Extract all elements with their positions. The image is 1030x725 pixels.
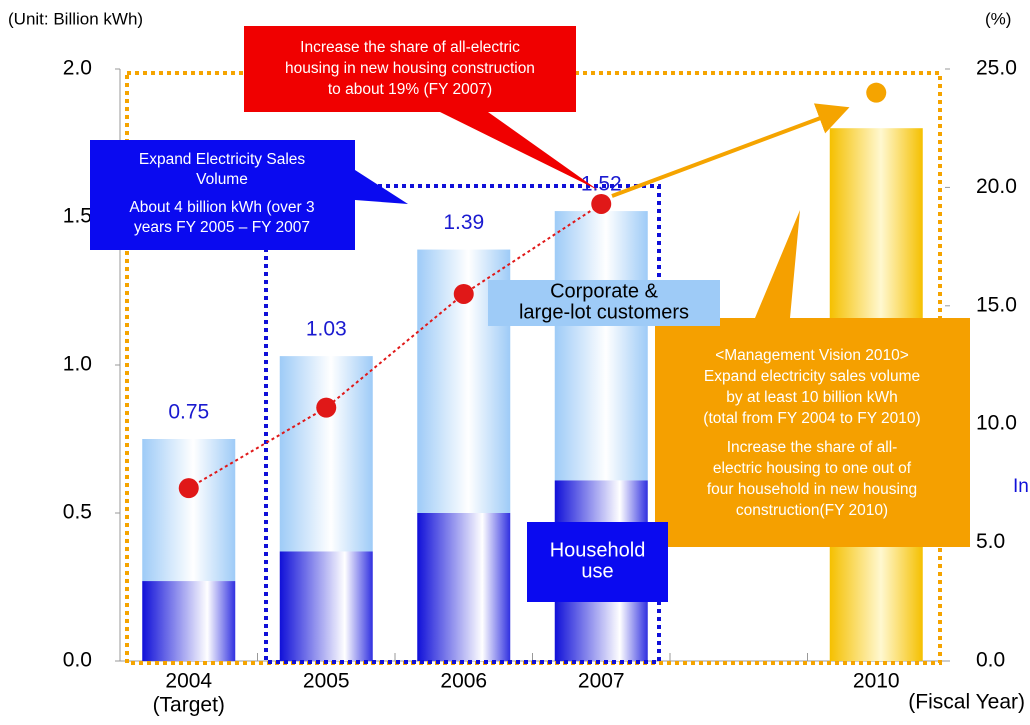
x-axis-label: (Fiscal Year) [908,691,1025,714]
orange-callout-text-line: Expand electricity sales volume [704,368,920,385]
x-tick-label: 2005 [303,670,350,693]
orange-callout-text-line: construction(FY 2010) [736,502,888,519]
total-label: 1.03 [306,318,347,341]
y-tick-label: 2.0 [63,57,92,80]
y2-tick-label: 20.0 [976,175,1017,198]
red-callout-text-line: housing in new housing construction [285,60,535,77]
percent-line [188,203,602,489]
y-tick-label: 1.5 [63,205,92,228]
bar-corporate [554,211,648,481]
orange-callout-text-line: <Management Vision 2010> [715,347,909,364]
y2-tick-label: 5.0 [976,530,1005,553]
cut-off-text: In [1013,476,1029,497]
bar-household [417,513,511,661]
period-frame [264,184,661,664]
orange-callout-text-line: electric housing to one out of [713,460,912,477]
orange-callout [655,210,970,547]
bar-corporate [142,439,236,582]
series-label: Corporate & large-lot customers [519,281,689,324]
x-tick-label: 2010 [853,670,900,693]
red-callout [244,26,598,190]
series-label-box [527,522,668,602]
blue-callout-text-line: Expand Electricity Sales [139,151,306,168]
bar-household [142,581,236,661]
red-callout-text-line: Increase the share of all-electric [300,39,520,56]
orange-callout-text-line: four household in new housing [707,481,917,498]
x-tick-label: 2006 [440,670,487,693]
x-tick-label: 2004 [165,670,212,693]
bar-household [279,551,373,661]
blue-callout-text-line: Volume [196,171,248,188]
forecast-arrow [611,103,850,198]
y-tick-label: 1.0 [63,353,92,376]
percent-point [316,397,337,418]
total-label: 0.75 [168,401,209,424]
orange-callout-text-line: by at least 10 billion kWh [726,389,897,406]
percent-point [178,478,199,499]
series-label-box [488,280,720,326]
y2-tick-label: 0.0 [976,649,1005,672]
y-tick-label: 0.5 [63,501,92,524]
total-label: 1.39 [443,211,484,234]
red-callout-text: Increase the share of all-electric housin… [285,39,535,98]
orange-callout-text-line: Increase the share of all- [727,439,898,456]
orange-callout-text: <Management Vision 2010> Expand electrici… [703,347,920,519]
y-unit-label: (Unit: Billion kWh) [8,9,143,28]
y-tick-label: 0.0 [63,649,92,672]
percent-point [591,193,612,214]
red-callout-text-line: to about 19% (FY 2007) [328,81,492,98]
x-tick-note: (Target) [153,694,225,717]
series-label: Household use [550,540,646,583]
orange-callout-text-line: (total from FY 2004 to FY 2010) [703,410,920,427]
blue-callout-text: Expand Electricity Sales Volume About 4 bi… [129,151,314,236]
y2-tick-label: 10.0 [976,412,1017,435]
x-tick-label: 2007 [578,670,625,693]
bar-corporate [279,356,373,552]
percent-point [866,82,887,103]
blue-callout [90,140,408,250]
blue-callout-text-line: About 4 billion kWh (over 3 [129,199,314,216]
total-label: 1.52 [581,173,622,196]
y2-tick-label: 25.0 [976,57,1017,80]
blue-callout-text-line: years FY 2005 – FY 2007 [134,219,310,236]
y2-unit-label: (%) [985,9,1011,28]
percent-point [453,283,474,304]
y2-tick-label: 15.0 [976,293,1017,316]
